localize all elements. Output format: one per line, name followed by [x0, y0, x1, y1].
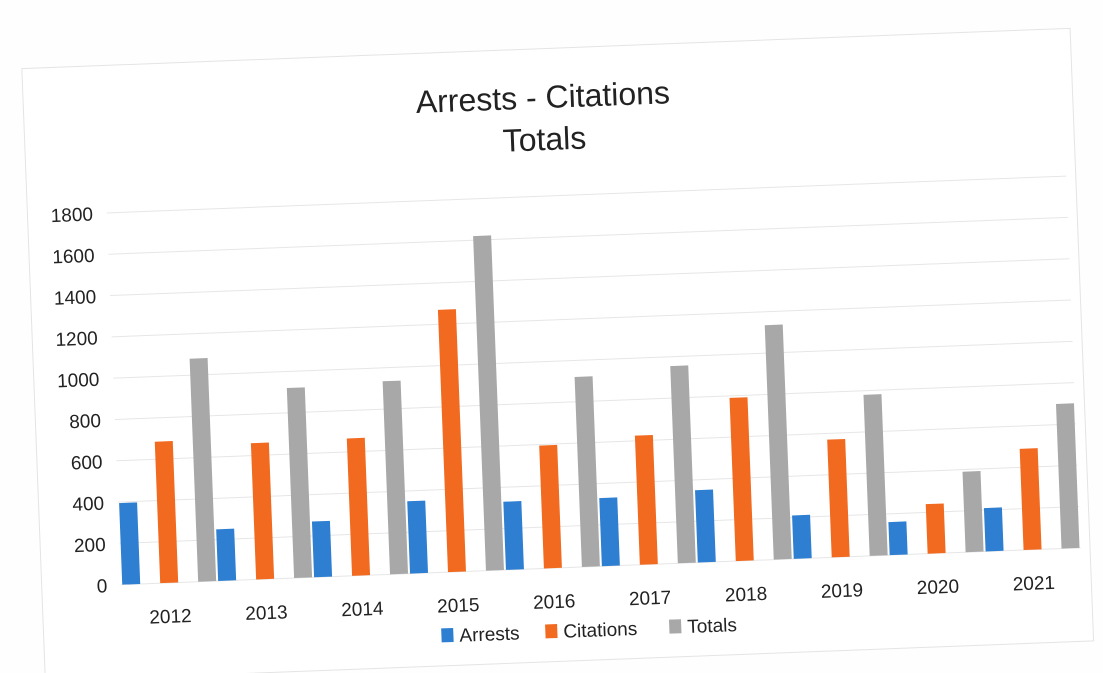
y-tick-label: 1200	[55, 328, 98, 351]
bar-citations-2017	[635, 435, 658, 565]
gridline	[115, 383, 1074, 420]
bar-arrests-2012	[119, 502, 140, 584]
x-tick-label: 2017	[629, 588, 672, 611]
y-tick-label: 200	[74, 535, 106, 557]
legend-label-arrests: Arrests	[459, 623, 520, 646]
y-axis-ticks: 0 200 400 600 800 1000 1200 1400 1600 1800	[50, 204, 107, 598]
bar-citations-2019	[827, 439, 850, 557]
y-tick-label: 600	[70, 452, 102, 474]
bar-totals-2021	[1056, 403, 1080, 548]
gridline	[110, 259, 1069, 296]
bar-totals-2020	[963, 471, 984, 552]
bar-citations-2012	[155, 441, 178, 583]
bar-arrests-2014	[312, 521, 332, 577]
x-tick-label: 2018	[725, 584, 768, 607]
bar-totals-2012	[190, 358, 217, 582]
bar-totals-2014	[383, 381, 408, 575]
legend-swatch-totals	[669, 619, 682, 633]
gridline	[109, 217, 1068, 254]
x-tick-label: 2019	[820, 580, 863, 603]
bar-citations-2021	[1020, 448, 1042, 550]
bar-citations-2018	[730, 397, 754, 561]
bar-totals-2015	[473, 235, 504, 570]
gridline	[113, 341, 1072, 378]
bar-arrests-2015	[407, 501, 428, 574]
bar-arrests-2017	[599, 497, 620, 566]
legend-swatch-citations	[545, 624, 558, 638]
chart-title: Arrests - Citations	[415, 74, 670, 120]
gridline	[107, 176, 1066, 213]
bar-totals-2016	[575, 376, 600, 567]
y-tick-label: 800	[69, 411, 101, 433]
legend-swatch-arrests	[441, 628, 454, 642]
y-tick-label: 1000	[57, 370, 100, 393]
bar-citations-2016	[539, 445, 562, 569]
legend: Arrests Citations Totals	[441, 615, 737, 647]
x-tick-label: 2014	[341, 599, 384, 622]
bar-citations-2015	[438, 309, 466, 572]
bar-arrests-2016	[503, 501, 524, 570]
bar-arrests-2018	[695, 490, 716, 563]
bar-totals-2019	[863, 394, 887, 556]
x-tick-label: 2013	[245, 602, 288, 625]
y-tick-label: 1400	[54, 287, 97, 310]
legend-label-citations: Citations	[563, 619, 638, 643]
bar-citations-2014	[347, 438, 370, 576]
bar-totals-2013	[287, 387, 312, 578]
bar-citations-2013	[251, 443, 274, 580]
x-tick-label: 2021	[1012, 573, 1055, 596]
chart-subtitle: Totals	[502, 120, 587, 159]
x-tick-label: 2015	[437, 595, 480, 618]
bar-citations-2020	[926, 503, 946, 553]
bar-totals-2017	[670, 365, 696, 563]
x-tick-label: 2012	[149, 606, 192, 629]
x-tick-label: 2016	[533, 591, 576, 614]
y-tick-label: 1600	[52, 246, 95, 269]
bar-arrests-2019	[792, 515, 812, 559]
legend-label-totals: Totals	[687, 615, 737, 638]
gridline	[112, 300, 1071, 337]
y-tick-label: 400	[72, 494, 104, 516]
y-tick-label: 1800	[50, 204, 93, 227]
bar-arrests-2013	[216, 529, 236, 581]
bars	[109, 213, 1079, 584]
bar-arrests-2020	[888, 521, 907, 555]
x-tick-label: 2020	[916, 577, 959, 600]
y-tick-label: 0	[96, 576, 107, 597]
bar-totals-2018	[765, 325, 792, 560]
bar-arrests-2021	[984, 507, 1004, 551]
